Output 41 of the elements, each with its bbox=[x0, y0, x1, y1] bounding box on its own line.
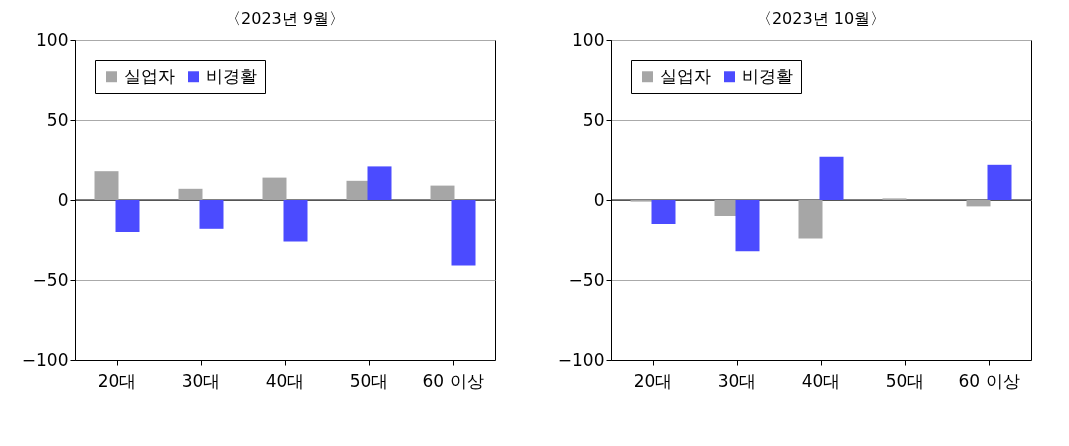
y-tick-label: 100 bbox=[36, 29, 69, 50]
legend-label: 실업자 bbox=[660, 65, 711, 86]
legend-label: 비경활 bbox=[206, 65, 257, 86]
x-tick-label: 30대 bbox=[181, 370, 221, 391]
chart-title: 〈2023년 10월〉 bbox=[755, 9, 887, 28]
x-tick-label: 20대 bbox=[633, 370, 673, 391]
bar bbox=[819, 156, 844, 200]
chart-title: 〈2023년 9월〉 bbox=[225, 9, 345, 28]
bar bbox=[94, 171, 119, 200]
bar bbox=[115, 200, 140, 232]
y-tick-label: −50 bbox=[568, 269, 605, 290]
bar bbox=[367, 166, 392, 200]
y-tick-label: −100 bbox=[21, 349, 69, 370]
x-tick-label: 20대 bbox=[97, 370, 137, 391]
legend-label: 비경활 bbox=[742, 65, 793, 86]
bar bbox=[178, 188, 203, 200]
y-tick-label: −50 bbox=[32, 269, 69, 290]
bar bbox=[430, 185, 455, 200]
y-tick-label: 0 bbox=[57, 189, 69, 210]
bar bbox=[987, 164, 1012, 200]
x-tick-label: 60 이상 bbox=[958, 370, 1020, 391]
x-tick-label: 40대 bbox=[265, 370, 305, 391]
y-tick-label: 50 bbox=[46, 109, 69, 130]
bar bbox=[798, 200, 823, 239]
x-tick-label: 60 이상 bbox=[422, 370, 484, 391]
y-tick-label: 100 bbox=[572, 29, 605, 50]
y-tick-label: 50 bbox=[582, 109, 605, 130]
x-tick-label: 50대 bbox=[349, 370, 389, 391]
bar bbox=[451, 200, 476, 266]
bar bbox=[651, 200, 676, 224]
bar bbox=[199, 200, 224, 229]
bar bbox=[283, 200, 308, 242]
bar bbox=[262, 177, 287, 200]
x-tick-label: 50대 bbox=[885, 370, 925, 391]
legend-label: 실업자 bbox=[124, 65, 175, 86]
bar bbox=[966, 200, 991, 207]
bar bbox=[735, 200, 760, 252]
x-tick-label: 40대 bbox=[801, 370, 841, 391]
y-tick-label: −100 bbox=[557, 349, 605, 370]
y-tick-label: 0 bbox=[593, 189, 605, 210]
x-tick-label: 30대 bbox=[717, 370, 757, 391]
